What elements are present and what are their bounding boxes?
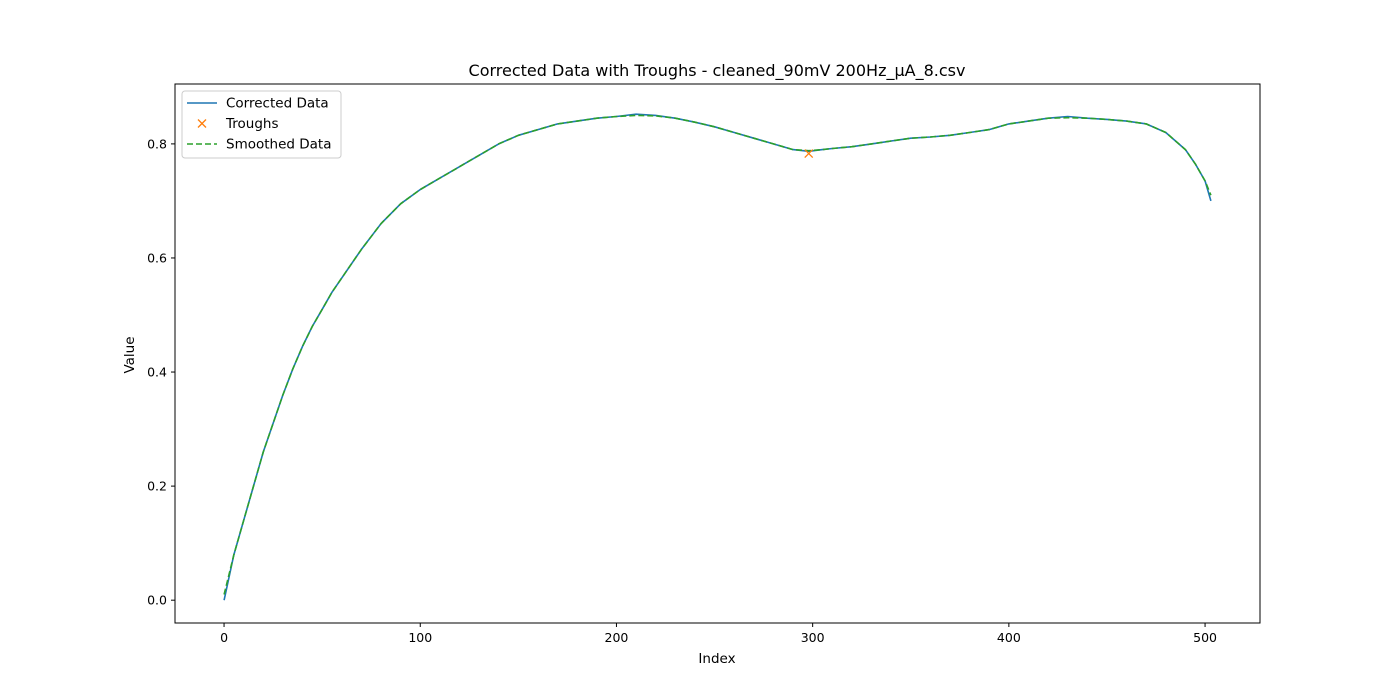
legend-label: Troughs <box>225 116 279 132</box>
legend: Corrected Data Troughs Smoothed Data <box>181 90 342 159</box>
legend-box <box>181 90 342 159</box>
x-axis-ticks: 0 100 200 300 400 500 <box>220 623 1217 645</box>
y-axis-label: Value <box>122 336 138 373</box>
legend-entry-troughs: Troughs <box>197 116 279 132</box>
x-tick-label: 300 <box>801 630 825 645</box>
y-tick-label: 0.2 <box>147 479 167 494</box>
plot-frame <box>174 83 1261 624</box>
x-tick-label: 0 <box>220 630 228 645</box>
legend-label: Corrected Data <box>226 96 329 112</box>
y-tick-label: 0.0 <box>147 593 167 608</box>
y-axis-ticks: 0.0 0.2 0.4 0.6 0.8 <box>147 136 175 608</box>
troughs-marker <box>804 149 814 159</box>
x-tick-label: 100 <box>408 630 432 645</box>
y-tick-label: 0.4 <box>147 365 167 380</box>
y-tick-label: 0.6 <box>147 250 167 265</box>
x-tick-label: 200 <box>605 630 629 645</box>
chart-title: Corrected Data with Troughs - cleaned_90… <box>469 61 966 81</box>
legend-entry-corrected-data: Corrected Data <box>187 96 329 112</box>
plot-area <box>175 84 1260 623</box>
legend-entry-smoothed-data: Smoothed Data <box>187 137 332 153</box>
x-tick-label: 400 <box>997 630 1021 645</box>
legend-label: Smoothed Data <box>226 137 332 153</box>
x-axis-label: Index <box>698 651 735 667</box>
x-tick-label: 500 <box>1193 630 1217 645</box>
smoothed-data-line <box>223 114 1212 595</box>
y-tick-label: 0.8 <box>147 136 167 151</box>
series-layer <box>223 113 1212 601</box>
